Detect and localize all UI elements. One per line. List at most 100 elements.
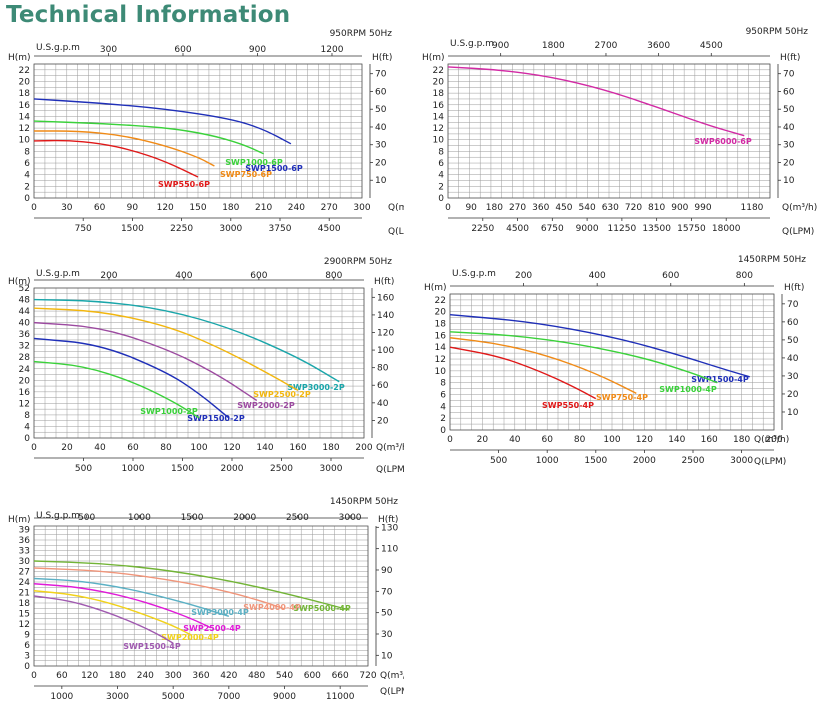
series-line-swp1000-4p [449, 331, 718, 384]
gpm-axis-label: U.S.g.p.m [450, 39, 494, 49]
x-tick-label: 60 [127, 443, 139, 453]
ft-tick-label: 10 [783, 176, 795, 186]
ft-tick-label: 60 [377, 381, 389, 391]
y-tick-label: 52 [19, 284, 30, 294]
series-label: SWP1500-4P [123, 642, 181, 651]
gpm-tick-label: 200 [515, 271, 532, 281]
gpm-tick-label: 1500 [181, 513, 204, 523]
series-label: SWP550-6P [158, 180, 210, 189]
y-tick-label: 4 [24, 171, 30, 181]
plot-grid [33, 526, 369, 667]
gpm-tick-label: 4500 [700, 41, 723, 51]
x-tick-label: 90 [127, 203, 139, 213]
y-tick-label: 2 [440, 414, 446, 424]
gpm-axis-label: U.S.g.p.m [452, 269, 496, 279]
rpm-label: 950RPM 50Hz [330, 29, 393, 39]
lpm-tick-label: 2250 [170, 224, 193, 234]
y-tick-label: 0 [440, 426, 446, 436]
page-title: Technical Information [6, 2, 291, 28]
series-line-swp3000-2p [33, 298, 340, 383]
lpm-tick-label: 1000 [50, 692, 73, 702]
x-tick-label: 60 [56, 671, 68, 681]
ft-tick-label: 60 [375, 87, 387, 97]
gpm-tick-label: 2700 [595, 41, 618, 51]
y-tick-label: 12 [19, 124, 30, 134]
series-line-swp2500-4p [33, 583, 211, 629]
series-label: SWP2000-4P [161, 633, 219, 642]
gpm-tick-label: 300 [100, 45, 117, 55]
lpm-tick-label: 2250 [471, 224, 494, 234]
series-line-swp1500-2p [33, 337, 230, 419]
y-tick-label: 12 [19, 620, 30, 630]
ft-tick-label: 60 [787, 318, 799, 328]
y-tick-label: 8 [438, 147, 444, 157]
y-tick-label: 18 [19, 89, 31, 99]
series-line-swp550-4p [449, 346, 597, 400]
y-tick-label: 16 [19, 388, 31, 398]
lpm-tick-label: 2500 [270, 464, 293, 474]
h-m-axis-label: H(m) [424, 283, 447, 293]
lpm-tick-label: 1500 [584, 456, 607, 466]
x-tick-label: 450 [555, 203, 572, 213]
series-label: SWP2500-2P [253, 390, 311, 399]
ft-tick-label: 20 [375, 158, 387, 168]
y-tick-label: 48 [19, 296, 31, 306]
series-label: SWP750-4P [596, 393, 648, 402]
y-tick-label: 9 [24, 631, 30, 641]
gpm-axis-label: U.S.g.p.m [36, 43, 80, 53]
h-ft-axis-label: H(ft) [372, 53, 392, 63]
lpm-tick-label: 11000 [326, 692, 355, 702]
x-tick-label: 540 [579, 203, 596, 213]
y-tick-label: 15 [19, 610, 30, 620]
gpm-tick-label: 1200 [321, 45, 344, 55]
series-label: SWP6000-6P [694, 137, 752, 146]
lpm-tick-label: 3000 [730, 456, 753, 466]
y-tick-label: 6 [24, 159, 30, 169]
ft-tick-label: 40 [375, 123, 387, 133]
x-tick-label: 180 [222, 203, 239, 213]
ft-tick-label: 40 [787, 354, 799, 364]
ft-tick-label: 50 [783, 105, 795, 115]
y-tick-label: 36 [19, 536, 31, 546]
x-tick-label: 120 [157, 203, 174, 213]
x-tick-label: 140 [256, 443, 273, 453]
y-tick-label: 20 [19, 376, 31, 386]
lpm-tick-label: 500 [75, 464, 92, 474]
y-tick-label: 10 [433, 136, 445, 146]
y-tick-label: 20 [435, 308, 447, 318]
gpm-tick-label: 1000 [128, 513, 151, 523]
y-tick-label: 16 [433, 101, 445, 111]
x-tick-label: 60 [541, 435, 553, 445]
lpm-tick-label: 2000 [221, 464, 244, 474]
x-tick-label: 80 [574, 435, 586, 445]
y-tick-label: 20 [19, 77, 31, 87]
lpm-tick-label: 15750 [677, 224, 706, 234]
y-tick-label: 18 [435, 320, 447, 330]
x-tick-label: 210 [255, 203, 272, 213]
q-axis-label: Q(m³/h) [380, 671, 404, 681]
x-tick-label: 240 [137, 671, 154, 681]
y-tick-label: 12 [433, 124, 444, 134]
y-tick-label: 28 [19, 353, 31, 363]
x-tick-label: 240 [288, 203, 305, 213]
ft-tick-label: 50 [381, 609, 393, 619]
x-tick-label: 20 [477, 435, 489, 445]
gpm-tick-label: 3000 [339, 513, 362, 523]
ft-tick-label: 70 [787, 300, 799, 310]
y-tick-label: 18 [433, 89, 445, 99]
rpm-label: 1450RPM 50Hz [738, 255, 806, 265]
lpm-tick-label: 3000 [219, 224, 242, 234]
x-tick-label: 0 [31, 203, 37, 213]
y-tick-label: 12 [435, 355, 446, 365]
x-tick-label: 360 [192, 671, 209, 681]
y-tick-label: 0 [438, 194, 444, 204]
y-tick-label: 30 [19, 557, 31, 567]
y-tick-label: 16 [435, 331, 447, 341]
y-tick-label: 0 [24, 434, 30, 444]
lpm-tick-label: 500 [490, 456, 507, 466]
ft-tick-label: 120 [377, 328, 394, 338]
y-tick-label: 22 [433, 66, 444, 76]
series-line-swp3000-4p [33, 577, 230, 617]
y-tick-label: 22 [19, 66, 30, 76]
ft-tick-label: 160 [377, 293, 394, 303]
